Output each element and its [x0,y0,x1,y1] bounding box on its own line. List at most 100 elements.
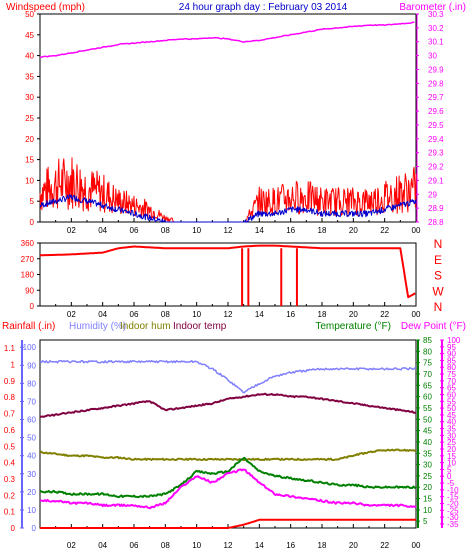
wind-tick-label: 30 [25,93,34,102]
indoor-temp-legend: Indoor temp [173,321,227,332]
barometer-tick-label: 28.8 [428,218,444,227]
x-tick-label: 02 [67,541,76,550]
dewpoint-tick-label: 25 [447,438,456,447]
x-tick-label: 14 [255,310,264,319]
x-tick-label: 02 [67,310,76,319]
dewpoint-tick-label: -5 [447,479,455,488]
dewpoint-tick-label: 50 [447,404,456,413]
x-tick-label: 00 [412,226,421,235]
dewpoint-tick-label: 75 [447,370,456,379]
x-tick-label: 22 [380,541,389,550]
x-tick-label: 04 [98,226,107,235]
x-tick-label: 06 [130,541,139,550]
rain-tick-label: 0.1 [4,508,16,517]
x-tick-label: 04 [98,541,107,550]
x-tick-label: 16 [286,310,295,319]
x-tick-label: 16 [286,226,295,235]
rain-tick-label: 0.3 [4,475,16,484]
barometer-tick-label: 29.6 [428,107,444,116]
dewpoint-tick-label: 35 [447,425,456,434]
humidity-tick-label: 90 [27,361,36,370]
rain-axis-title: Rainfall (.in) [2,321,55,332]
temperature-line [39,456,416,499]
compass-tick-label: W [432,284,444,298]
dewpoint-line [39,468,417,510]
dewpoint-tick-label: -35 [447,520,459,529]
barometer-line [40,21,415,58]
rain-tick-label: 0.4 [4,459,16,468]
barometer-axis-title: Barometer (.in) [399,2,466,13]
x-tick-label: 04 [98,310,107,319]
barometer-tick-label: 30.2 [428,24,444,33]
dewpoint-tick-label: 80 [447,363,456,372]
wind-tick-label: 35 [25,72,34,81]
x-tick-label: 00 [412,541,421,550]
wind-tick-label: 50 [25,10,34,19]
temperature-tick-label: 15 [423,495,432,504]
dewpoint-tick-label: -30 [447,513,459,522]
temperature-tick-label: 75 [423,359,432,368]
dewpoint-tick-label: -25 [447,506,459,515]
humidity-tick-label: 60 [27,416,36,425]
barometer-tick-label: 30.3 [428,10,444,19]
compass-tick-label: N [434,300,443,314]
temperature-tick-label: 20 [423,483,432,492]
rain-tick-label: 0.2 [4,491,16,500]
x-tick-label: 18 [318,226,327,235]
x-tick-label: 14 [255,226,264,235]
x-tick-label: 16 [286,541,295,550]
rain-tick-label: 0.6 [4,426,16,435]
x-tick-label: 14 [255,541,264,550]
barometer-tick-label: 29.1 [428,176,444,185]
wind-tick-label: 15 [25,156,34,165]
x-tick-label: 20 [349,310,358,319]
temperature-tick-label: 60 [423,393,432,402]
direction-tick-label: 180 [21,271,35,280]
barometer-tick-label: 28.9 [428,204,444,213]
rain-tick-label: 0.5 [4,442,16,451]
barometer-tick-label: 29.9 [428,65,444,74]
dewpoint-tick-label: -15 [447,493,459,502]
dewpoint-tick-label: 30 [447,431,456,440]
x-tick-label: 02 [67,226,76,235]
dewpoint-tick-label: -20 [447,499,459,508]
dewpoint-tick-label: 40 [447,418,456,427]
indoor-temperature-line [39,392,417,418]
x-tick-label: 10 [192,541,201,550]
temperature-tick-label: 25 [423,472,432,481]
humidity-tick-label: 30 [27,470,36,479]
x-tick-label: 08 [161,226,170,235]
humidity-axis-title: Humidity (%) [69,321,126,332]
wind-average-line [39,194,417,223]
x-tick-label: 00 [412,310,421,319]
x-tick-label: 06 [130,226,139,235]
humidity-tick-label: 70 [27,397,36,406]
dewpoint-tick-label: 70 [447,377,456,386]
x-tick-label: 10 [192,226,201,235]
wind-tick-label: 25 [25,114,34,123]
humidity-tick-label: 80 [27,379,36,388]
compass-tick-label: S [434,269,442,283]
humidity-tick-label: 100 [23,343,37,352]
x-tick-label: 08 [161,310,170,319]
humidity-tick-label: 40 [27,452,36,461]
x-tick-label: 10 [192,310,201,319]
indoor-hum-legend: Indoor hum [120,321,171,332]
wind-axis-title: Windspeed (mph) [6,2,85,13]
x-tick-label: 12 [224,310,233,319]
temperature-tick-label: 50 [423,415,432,424]
temperature-tick-label: 5 [423,517,428,526]
dewpoint-axis-title: Dew Point (°F) [401,321,466,332]
barometer-tick-label: 29 [428,190,437,199]
x-tick-label: 20 [349,226,358,235]
humidity-tick-label: 10 [27,506,36,515]
wind-tick-label: 20 [25,135,34,144]
humidity-tick-label: 0 [32,524,37,533]
wind-tick-label: 40 [25,52,34,61]
wind-direction-line [39,244,416,299]
x-tick-label: 12 [224,541,233,550]
temperature-tick-label: 85 [423,336,432,345]
chart-layers: 0510152025303540455028.828.92929.129.229… [4,10,461,550]
